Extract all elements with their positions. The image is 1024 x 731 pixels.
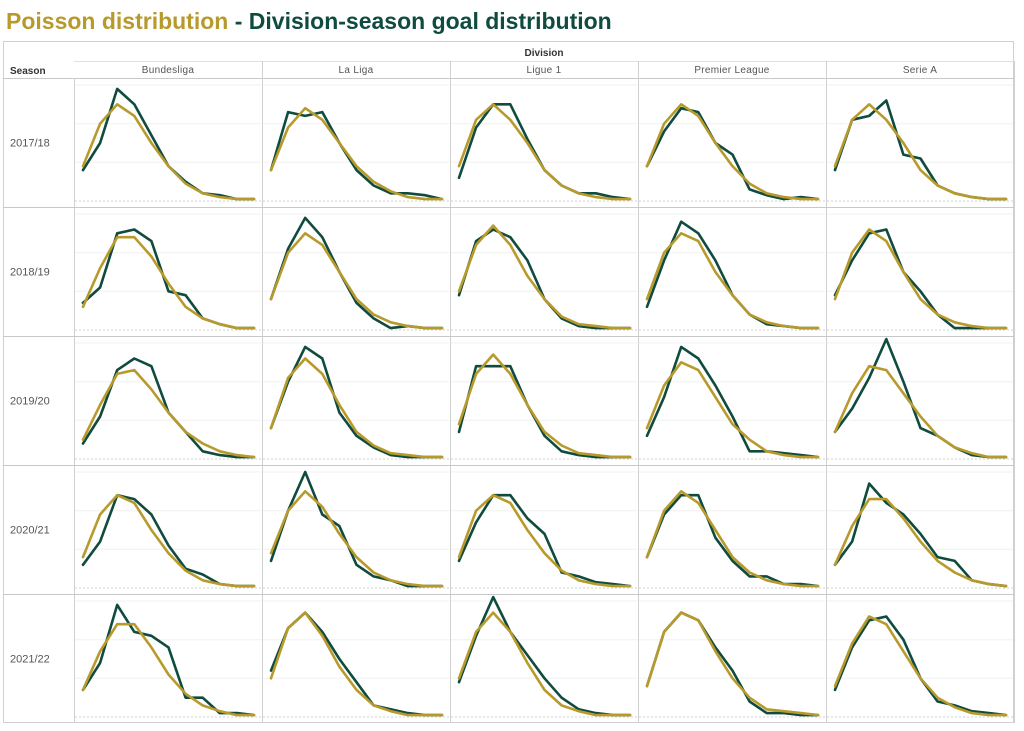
chart-panel bbox=[827, 337, 1013, 460]
row-label: 2021/22 bbox=[10, 654, 50, 666]
chart-panel bbox=[263, 213, 449, 331]
poisson-series-line bbox=[269, 611, 444, 717]
chart-panel bbox=[827, 600, 1013, 718]
observed-series-line bbox=[269, 611, 444, 717]
chart-title-separator: - bbox=[228, 8, 249, 34]
column-label: Ligue 1 bbox=[527, 65, 562, 76]
chart-panel bbox=[639, 84, 825, 202]
observed-series-line bbox=[457, 493, 632, 588]
column-header: Division bbox=[525, 48, 564, 59]
column-label: Bundesliga bbox=[142, 65, 195, 76]
row-label: 2017/18 bbox=[10, 138, 50, 150]
chart-panel bbox=[451, 471, 637, 589]
poisson-series-line bbox=[269, 232, 444, 330]
chart-panel bbox=[827, 213, 1013, 331]
observed-series-line bbox=[457, 364, 632, 459]
observed-series-line bbox=[269, 216, 444, 330]
observed-series-line bbox=[81, 603, 256, 717]
chart-panel bbox=[451, 84, 637, 202]
observed-series-line bbox=[457, 595, 632, 717]
poisson-series-line bbox=[457, 103, 632, 201]
poisson-series-line bbox=[457, 493, 632, 588]
poisson-series-line bbox=[645, 360, 820, 459]
row-label: 2019/20 bbox=[10, 396, 50, 408]
chart-panel bbox=[639, 213, 825, 331]
poisson-series-line bbox=[81, 103, 256, 201]
chart-panel bbox=[75, 84, 261, 202]
chart-title-part1: Poisson distribution bbox=[6, 8, 229, 34]
poisson-series-line bbox=[81, 368, 256, 459]
poisson-series-line bbox=[457, 353, 632, 459]
observed-series-line bbox=[833, 337, 1008, 459]
observed-series-line bbox=[645, 345, 820, 459]
chart-title-part2: Division-season goal distribution bbox=[248, 8, 612, 34]
chart-frame bbox=[3, 41, 1014, 723]
observed-series-line bbox=[833, 482, 1008, 588]
poisson-series-line bbox=[833, 615, 1008, 717]
observed-series-line bbox=[457, 103, 632, 201]
column-label: Premier League bbox=[694, 65, 769, 76]
poisson-series-line bbox=[81, 622, 256, 717]
chart-panel bbox=[75, 471, 261, 589]
chart-panel bbox=[827, 471, 1013, 589]
observed-series-line bbox=[457, 228, 632, 330]
chart-panel bbox=[263, 84, 449, 202]
poisson-series-line bbox=[833, 497, 1008, 588]
observed-series-line bbox=[833, 99, 1008, 201]
chart-panel bbox=[263, 470, 449, 589]
observed-series-line bbox=[81, 357, 256, 459]
poisson-series-line bbox=[645, 103, 820, 201]
observed-series-line bbox=[645, 493, 820, 588]
chart-panel bbox=[639, 342, 825, 460]
observed-series-line bbox=[81, 493, 256, 588]
chart-panel bbox=[451, 595, 637, 718]
chart-panel bbox=[75, 213, 261, 331]
observed-series-line bbox=[269, 110, 444, 201]
poisson-series-line bbox=[269, 489, 444, 588]
poisson-series-line bbox=[833, 228, 1008, 330]
poisson-series-line bbox=[457, 224, 632, 330]
poisson-series-line bbox=[81, 493, 256, 588]
poisson-series-line bbox=[645, 489, 820, 588]
poisson-series-line bbox=[81, 235, 256, 330]
observed-series-line bbox=[81, 87, 256, 201]
chart-panel bbox=[263, 342, 449, 460]
row-label: 2020/21 bbox=[10, 525, 50, 537]
row-label: 2018/19 bbox=[10, 267, 50, 279]
chart-panel bbox=[827, 84, 1013, 202]
poisson-series-line bbox=[645, 611, 820, 717]
column-label: Serie A bbox=[903, 65, 937, 76]
observed-series-line bbox=[645, 220, 820, 330]
chart-panel bbox=[639, 471, 825, 589]
chart-panel bbox=[451, 342, 637, 460]
poisson-series-line bbox=[269, 106, 444, 201]
row-header: Season bbox=[10, 66, 46, 77]
chart-panel bbox=[639, 600, 825, 718]
observed-series-line bbox=[269, 470, 444, 588]
poisson-series-line bbox=[833, 364, 1008, 459]
observed-series-line bbox=[645, 611, 820, 717]
chart-title: Poisson distribution - Division-season g… bbox=[6, 4, 612, 38]
observed-series-line bbox=[645, 106, 820, 201]
column-label: La Liga bbox=[339, 65, 374, 76]
chart-panel bbox=[75, 600, 261, 718]
chart-panel bbox=[75, 342, 261, 460]
chart-panel bbox=[263, 600, 449, 718]
poisson-series-line bbox=[645, 232, 820, 330]
observed-series-line bbox=[833, 228, 1008, 330]
poisson-series-line bbox=[833, 103, 1008, 201]
poisson-series-line bbox=[269, 357, 444, 459]
observed-series-line bbox=[269, 345, 444, 459]
chart-panel bbox=[451, 213, 637, 331]
poisson-series-line bbox=[457, 611, 632, 717]
observed-series-line bbox=[81, 228, 256, 330]
